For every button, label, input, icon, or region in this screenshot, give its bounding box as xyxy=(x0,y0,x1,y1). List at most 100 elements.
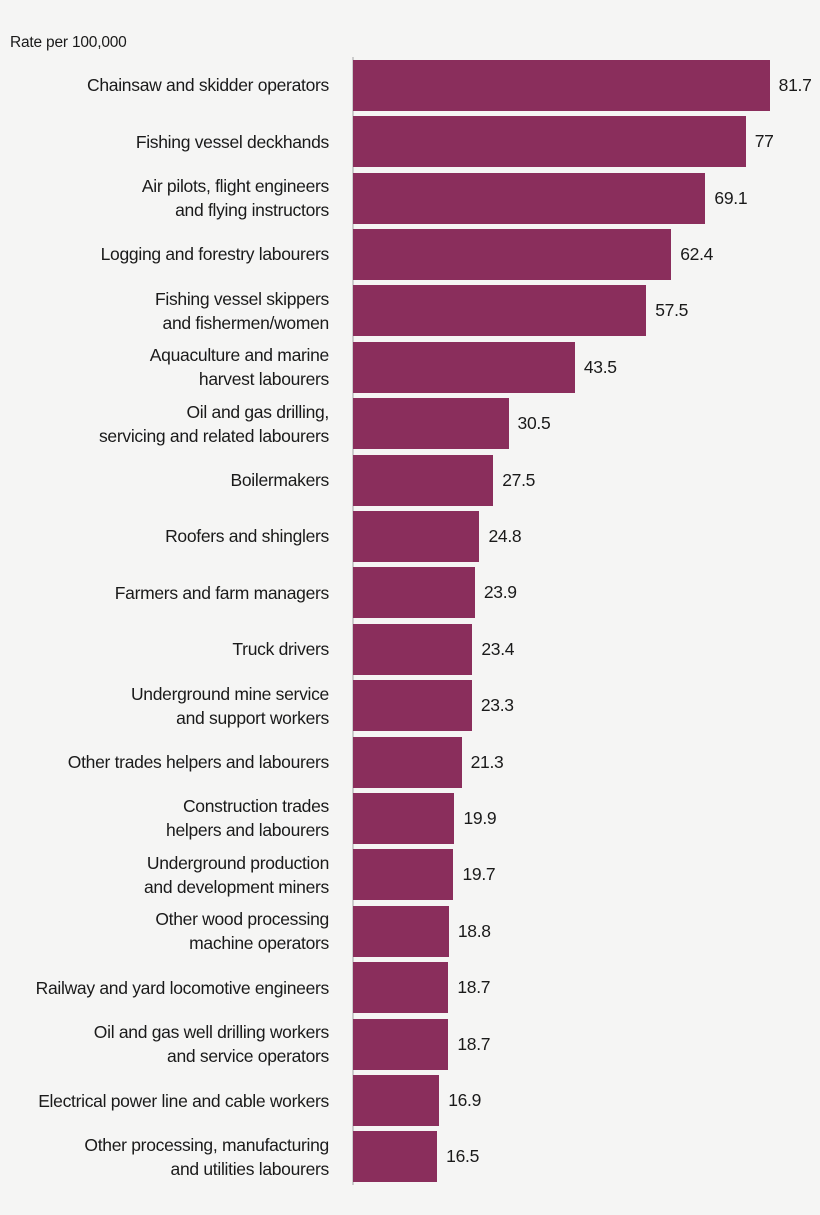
value-label: 21.3 xyxy=(470,751,504,772)
value-label: 23.3 xyxy=(480,695,514,716)
bar xyxy=(353,172,706,224)
bar-row: Other processing, manufacturing and util… xyxy=(0,1129,820,1185)
bar-row: Underground production and development m… xyxy=(0,847,820,903)
bar-row: Boilermakers 27.5 xyxy=(0,452,820,508)
bar xyxy=(353,792,455,844)
bar-row: Other wood processing machine operators 1… xyxy=(0,903,820,959)
bar-area: 23.9 xyxy=(341,565,820,621)
bar-area: 62.4 xyxy=(341,226,820,282)
bar-area: 30.5 xyxy=(341,395,820,451)
category-label: Construction trades helpers and labourer… xyxy=(166,796,329,841)
bar-row: Underground mine service and support wor… xyxy=(0,677,820,733)
value-label: 18.7 xyxy=(457,1033,491,1054)
bar-row: Chainsaw and skidder operators 81.7 xyxy=(0,57,820,113)
bar xyxy=(353,1018,449,1070)
category-label: Underground mine service and support wor… xyxy=(130,683,329,728)
value-label: 16.9 xyxy=(448,1090,482,1111)
bar-area: 19.7 xyxy=(341,847,820,903)
bar-rows: Chainsaw and skidder operators 81.7 Fishin… xyxy=(0,57,820,1185)
value-label: 62.4 xyxy=(680,243,714,264)
category-label: Logging and forestry labourers xyxy=(100,244,330,265)
value-label: 19.7 xyxy=(462,864,496,885)
bar-area: 69.1 xyxy=(341,170,820,226)
bar-row: Logging and forestry labourers 62.4 xyxy=(0,226,820,282)
bar-row: Truck drivers 23.4 xyxy=(0,621,820,677)
bar-area: 24.8 xyxy=(341,508,820,564)
bar xyxy=(353,228,672,280)
category-label: Oil and gas drilling, servicing and rela… xyxy=(98,401,329,446)
bar-area: 23.4 xyxy=(341,621,820,677)
value-label: 43.5 xyxy=(583,356,617,377)
bar-area: 27.5 xyxy=(341,452,820,508)
bar-area: 77 xyxy=(341,113,820,169)
bar xyxy=(353,567,475,619)
bar xyxy=(353,116,746,168)
bar-area: 23.3 xyxy=(341,677,820,733)
bar-row: Other trades helpers and labourers 21.3 xyxy=(0,734,820,790)
value-label: 77 xyxy=(754,131,774,152)
category-label: Other wood processing machine operators xyxy=(155,909,329,954)
bar-row: Electrical power line and cable workers 1… xyxy=(0,1072,820,1128)
bar xyxy=(353,454,494,506)
bar xyxy=(353,623,473,675)
bar-area: 16.9 xyxy=(341,1072,820,1128)
bar xyxy=(353,1131,438,1183)
bar-chart: Chainsaw and skidder operators 81.7 Fishin… xyxy=(0,57,820,1185)
category-label: Oil and gas well drilling workers and se… xyxy=(93,1022,330,1067)
category-label: Electrical power line and cable workers xyxy=(38,1090,329,1111)
bar-area: 21.3 xyxy=(341,734,820,790)
category-label: Air pilots, flight engineers and flying … xyxy=(141,176,329,221)
bar-row: Oil and gas drilling, servicing and rela… xyxy=(0,395,820,451)
bar xyxy=(353,849,454,901)
bar-area: 19.9 xyxy=(341,790,820,846)
bar-area: 18.7 xyxy=(341,960,820,1016)
bar xyxy=(353,285,647,337)
value-label: 81.7 xyxy=(778,74,812,95)
value-label: 18.7 xyxy=(457,977,491,998)
bar xyxy=(353,59,770,111)
bar xyxy=(353,510,480,562)
category-label: Underground production and development m… xyxy=(143,852,329,897)
bar-row: Fishing vessel skippers and fishermen/wo… xyxy=(0,283,820,339)
bar-area: 18.7 xyxy=(341,1016,820,1072)
bar xyxy=(353,736,462,788)
value-label: 27.5 xyxy=(502,469,536,490)
category-label: Railway and yard locomotive engineers xyxy=(35,977,330,998)
bar xyxy=(353,905,449,957)
bar xyxy=(353,680,472,732)
bar-area: 18.8 xyxy=(341,903,820,959)
bar xyxy=(353,962,449,1014)
value-label: 30.5 xyxy=(517,413,551,434)
bar-row: Fishing vessel deckhands 77 xyxy=(0,113,820,169)
bar-row: Aquaculture and marine harvest labourers… xyxy=(0,339,820,395)
bar-row: Roofers and shinglers 24.8 xyxy=(0,508,820,564)
category-label: Farmers and farm managers xyxy=(114,582,330,603)
y-axis-line xyxy=(352,57,354,1185)
bar xyxy=(353,341,575,393)
bar-row: Oil and gas well drilling workers and se… xyxy=(0,1016,820,1072)
bar-area: 81.7 xyxy=(341,57,820,113)
value-label: 57.5 xyxy=(655,300,689,321)
value-label: 23.9 xyxy=(483,582,517,603)
category-label: Chainsaw and skidder operators xyxy=(87,75,329,96)
bar-row: Construction trades helpers and labourer… xyxy=(0,790,820,846)
chart-title: Rate per 100,000 xyxy=(10,34,127,51)
bar-area: 43.5 xyxy=(341,339,820,395)
category-label: Fishing vessel deckhands xyxy=(135,131,329,152)
bar-area: 57.5 xyxy=(341,283,820,339)
category-label: Boilermakers xyxy=(230,470,329,491)
bar-row: Farmers and farm managers 23.9 xyxy=(0,565,820,621)
bar xyxy=(353,398,509,450)
value-label: 69.1 xyxy=(714,187,748,208)
category-label: Truck drivers xyxy=(232,639,329,660)
value-label: 24.8 xyxy=(488,525,522,546)
category-label: Fishing vessel skippers and fishermen/wo… xyxy=(154,288,329,333)
bar-area: 16.5 xyxy=(341,1129,820,1185)
value-label: 19.9 xyxy=(463,807,497,828)
value-label: 16.5 xyxy=(446,1146,480,1167)
bar-row: Air pilots, flight engineers and flying … xyxy=(0,170,820,226)
value-label: 23.4 xyxy=(481,638,515,659)
value-label: 18.8 xyxy=(457,920,491,941)
bar-row: Railway and yard locomotive engineers 18.… xyxy=(0,960,820,1016)
category-label: Other processing, manufacturing and util… xyxy=(84,1134,329,1179)
